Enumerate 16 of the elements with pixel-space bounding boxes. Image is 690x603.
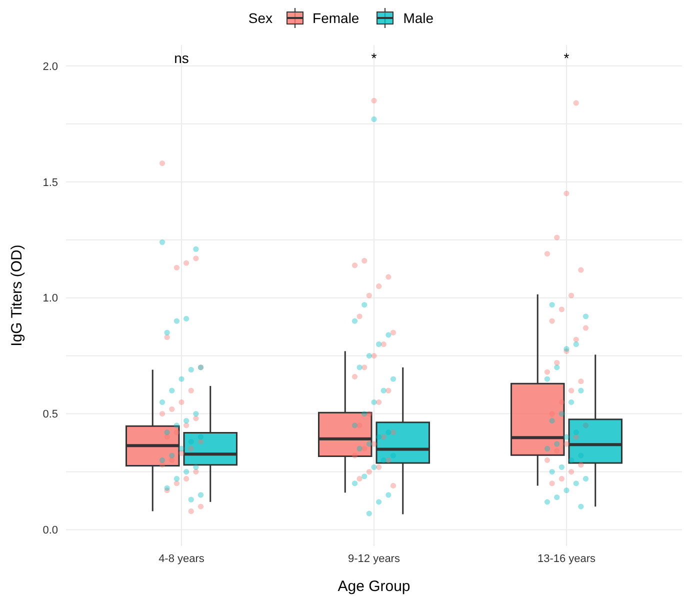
y-tick-label: 2.0 — [42, 60, 58, 73]
y-tick-label: 1.0 — [42, 292, 58, 305]
annotation: * — [371, 50, 378, 66]
x-tick-label: 9-12 years — [348, 552, 400, 565]
annotation: * — [564, 50, 570, 66]
y-axis-title: IgG Titers (OD) — [8, 244, 26, 346]
y-tick-label: 0.5 — [42, 408, 58, 421]
x-tick-label: 13-16 years — [537, 552, 596, 565]
legend-label: Male — [403, 10, 434, 26]
y-tick-label: 0.0 — [42, 524, 58, 537]
legend-label: Female — [312, 10, 360, 26]
x-axis-title: Age Group — [338, 578, 410, 595]
annotation: ns — [174, 50, 189, 66]
y-tick-label: 1.5 — [42, 176, 58, 189]
legend-title: Sex — [248, 10, 273, 26]
x-tick-label: 4-8 years — [158, 552, 205, 565]
